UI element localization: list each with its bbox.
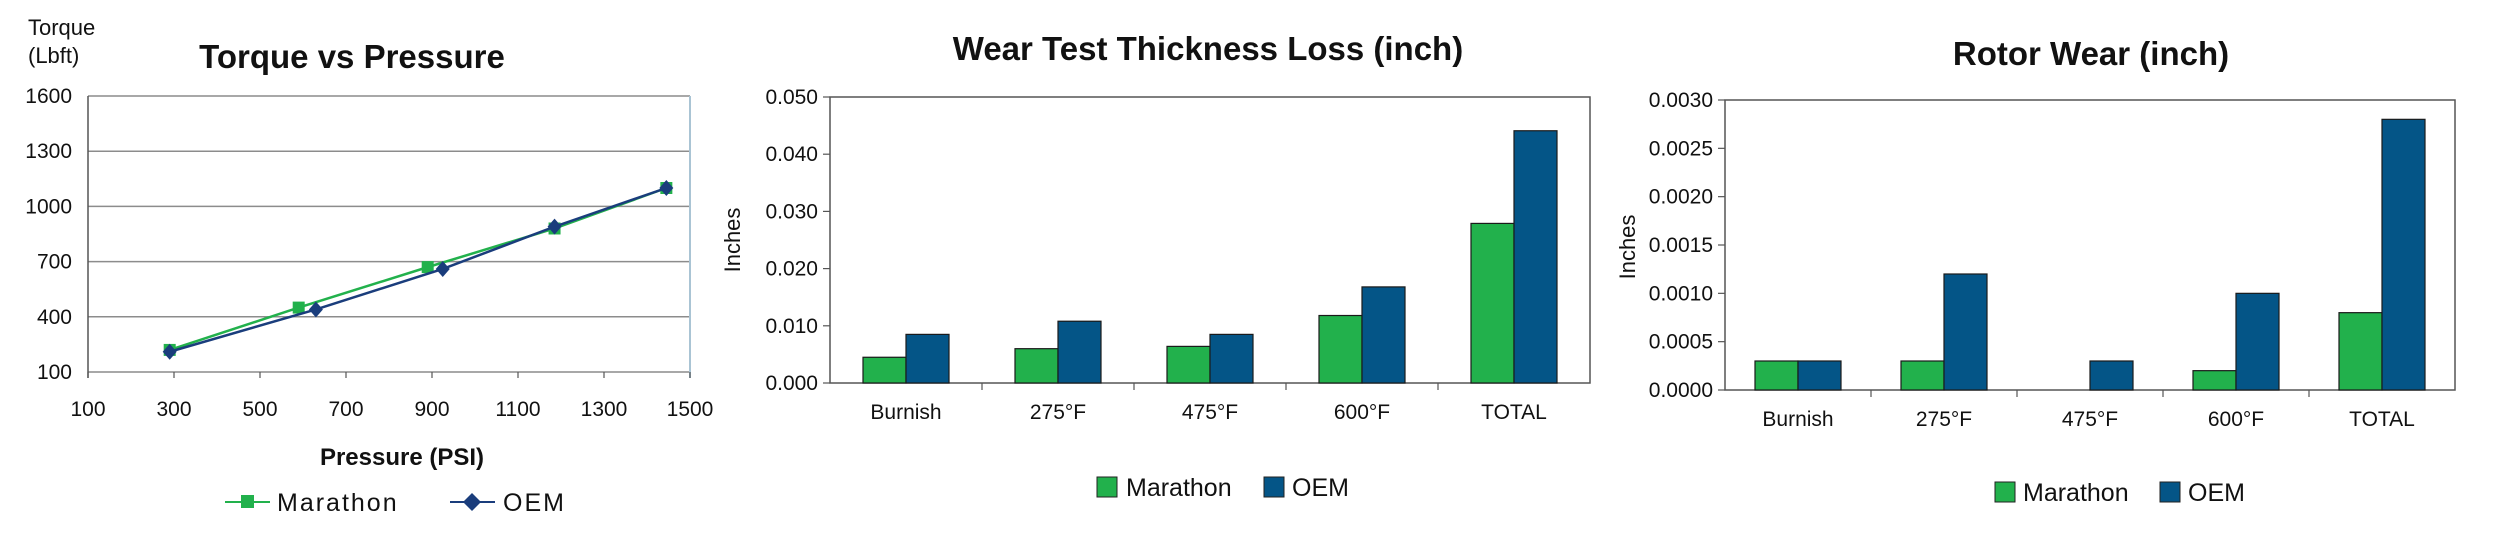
x-tick-label: 1500 bbox=[667, 398, 714, 421]
x-tick-label: Burnish bbox=[1762, 408, 1833, 431]
x-tick-label: 500 bbox=[242, 398, 277, 421]
y-tick-label: 0.000 bbox=[765, 372, 818, 395]
x-tick-label: TOTAL bbox=[2349, 408, 2415, 431]
legend: Marathon OEM bbox=[1994, 479, 2245, 507]
rotor-wear-chart: Rotor Wear (inch) Inches 0.0030 0.0025 0.0… bbox=[1615, 35, 2456, 507]
data-point-marathon bbox=[421, 261, 434, 274]
legend-oem-label: OEM bbox=[1292, 474, 1349, 502]
bar-marathon bbox=[862, 356, 907, 384]
chart-title: Wear Test Thickness Loss (inch) bbox=[953, 30, 1463, 67]
legend-marathon-label: Marathon bbox=[277, 489, 399, 517]
x-tick-label: 700 bbox=[328, 398, 363, 421]
legend-oem-label: OEM bbox=[503, 489, 566, 517]
y-tick-label: 1000 bbox=[25, 195, 72, 218]
y-tick-label: 0.010 bbox=[765, 315, 818, 338]
bar-oem bbox=[1361, 286, 1406, 384]
legend: Marathon OEM bbox=[1096, 474, 1349, 502]
y-tick-label: 0.0030 bbox=[1649, 89, 1713, 112]
y-tick-label: 0.0000 bbox=[1649, 379, 1713, 402]
bar-marathon bbox=[1318, 314, 1363, 384]
x-tick-label: 600°F bbox=[2208, 408, 2264, 431]
bar-marathon bbox=[2192, 370, 2237, 391]
bar-oem bbox=[1943, 273, 1988, 391]
x-tick-label: 900 bbox=[414, 398, 449, 421]
data-point-oem bbox=[659, 180, 674, 196]
legend-marathon-swatch bbox=[1994, 481, 2016, 503]
data-point-oem bbox=[547, 218, 562, 235]
y-tick-label: 0.050 bbox=[765, 86, 818, 109]
series-line-marathon bbox=[169, 186, 667, 352]
y-tick-label: 700 bbox=[37, 251, 72, 274]
x-tick-label: 300 bbox=[156, 398, 191, 421]
chart-title: Torque vs Pressure bbox=[199, 38, 505, 75]
y-axis-label-line-2: (Lbft) bbox=[28, 43, 79, 68]
legend-oem-label: OEM bbox=[2188, 479, 2245, 507]
y-axis-label: Inches bbox=[1615, 215, 1640, 280]
legend-oem-swatch bbox=[2159, 481, 2181, 503]
y-tick-label: 0.0020 bbox=[1649, 186, 1713, 209]
y-tick-label: 100 bbox=[37, 361, 72, 384]
y-tick-label: 1600 bbox=[25, 85, 72, 108]
bar-marathon bbox=[1166, 345, 1211, 384]
x-tick-label: 1100 bbox=[495, 398, 540, 421]
legend-marathon-label: Marathon bbox=[1126, 474, 1232, 502]
bar-marathon bbox=[1470, 222, 1515, 384]
bar-oem bbox=[1209, 333, 1254, 384]
x-tick-label: 275°F bbox=[1916, 408, 1972, 431]
bar-oem bbox=[1797, 360, 1842, 391]
x-tick-label: 475°F bbox=[2062, 408, 2118, 431]
x-tick-label: 275°F bbox=[1030, 401, 1086, 424]
legend-marathon-marker bbox=[241, 495, 254, 508]
x-tick-label: TOTAL bbox=[1481, 401, 1547, 424]
bar-marathon bbox=[1754, 360, 1799, 391]
y-tick-label: 0.020 bbox=[765, 258, 818, 281]
y-tick-label: 1300 bbox=[25, 140, 72, 163]
legend-oem-marker bbox=[463, 493, 481, 511]
bar-marathon bbox=[1900, 360, 1945, 391]
bar-oem bbox=[905, 333, 950, 384]
x-tick-label: 1300 bbox=[581, 398, 628, 421]
x-tick-label: Burnish bbox=[870, 401, 941, 424]
y-axis-label-line-1: Torque bbox=[28, 15, 95, 40]
x-tick-label: 100 bbox=[70, 398, 105, 421]
y-tick-label: 0.040 bbox=[765, 143, 818, 166]
y-tick-label: 0.0005 bbox=[1649, 331, 1713, 354]
legend-oem-swatch bbox=[1263, 476, 1285, 498]
torque-vs-pressure-chart: Torque (Lbft) Torque vs Pressure 1600 130… bbox=[25, 15, 713, 517]
data-point-oem bbox=[308, 301, 323, 318]
y-tick-label: 0.0015 bbox=[1649, 234, 1713, 257]
bar-marathon bbox=[2338, 312, 2383, 391]
bar-oem bbox=[1513, 130, 1558, 384]
bar-oem bbox=[2381, 118, 2426, 391]
bar-marathon bbox=[1014, 348, 1059, 384]
x-tick-label: 475°F bbox=[1182, 401, 1238, 424]
y-tick-label: 0.030 bbox=[765, 200, 818, 223]
bar-oem bbox=[1057, 320, 1102, 384]
x-tick-label: 600°F bbox=[1334, 401, 1390, 424]
y-tick-label: 0.0025 bbox=[1649, 137, 1713, 160]
bar-oem bbox=[2235, 292, 2280, 391]
y-tick-label: 0.0010 bbox=[1649, 282, 1713, 305]
y-tick-label: 400 bbox=[37, 306, 72, 329]
data-point-marathon bbox=[292, 301, 305, 314]
legend-marathon-label: Marathon bbox=[2023, 479, 2129, 507]
data-point-oem bbox=[162, 343, 177, 360]
data-point-oem bbox=[435, 260, 450, 277]
wear-test-thickness-loss-chart: Wear Test Thickness Loss (inch) Inches 0… bbox=[720, 30, 1591, 502]
chart-title: Rotor Wear (inch) bbox=[1953, 35, 2229, 72]
bar-oem bbox=[2089, 360, 2134, 391]
y-axis-label: Inches bbox=[720, 208, 745, 273]
x-axis-label: Pressure (PSI) bbox=[320, 444, 484, 471]
legend: Marathon OEM bbox=[225, 489, 566, 517]
legend-marathon-swatch bbox=[1096, 476, 1118, 498]
